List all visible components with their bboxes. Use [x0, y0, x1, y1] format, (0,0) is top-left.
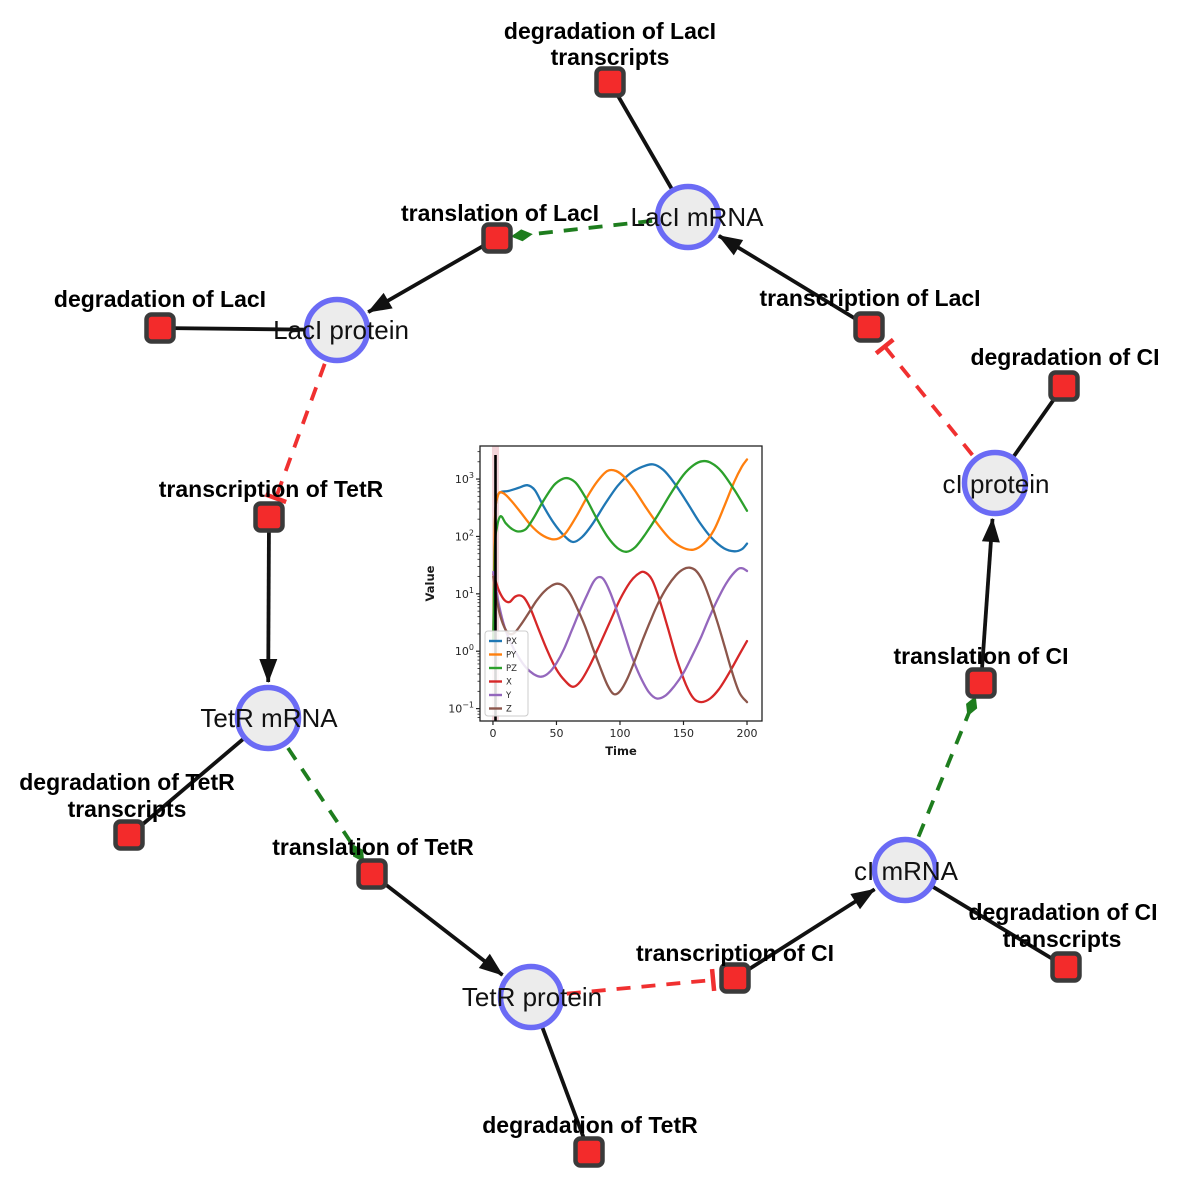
chart-series-PZ: [492, 459, 749, 643]
reaction-node-layer: [113, 66, 1082, 1168]
edge-translation-ci-to-ci-protein: [979, 517, 1000, 684]
chart-series-X: [492, 570, 749, 704]
species-label-tetr-mrna: TetR mRNA: [200, 703, 338, 733]
reaction-label-transcription-of-ci: transcription of CI: [636, 940, 834, 966]
species-node-layer: [234, 183, 1029, 1031]
edge-transcription-lacl-to-lacl-mrna: [717, 234, 870, 329]
chart-y-tick-label: 102: [455, 528, 474, 543]
reaction-label-degradation-of-tetr-transcripts-2: transcripts: [68, 796, 187, 822]
reaction-node-translation-of-lacl: [481, 222, 513, 254]
chart-ylabel: Value: [423, 565, 437, 601]
species-node-lacl-protein: [303, 296, 371, 364]
chart-x-tick-label: 150: [673, 727, 694, 740]
reaction-node-degradation-of-tetr-transcripts: [113, 819, 145, 851]
reaction-label-translation-of-lacl: translation of LacI: [401, 200, 599, 226]
reaction-label-translation-of-ci: translation of CI: [893, 643, 1068, 669]
species-label-ci-mrna: cI mRNA: [854, 856, 959, 886]
reaction-node-degradation-of-tetr: [573, 1136, 605, 1168]
reaction-node-transcription-of-tetr: [253, 501, 285, 533]
chart-legend-label-Z: Z: [506, 705, 512, 715]
chart-x-tick-label: 50: [549, 727, 563, 740]
chart-series-Z: [492, 566, 749, 704]
reaction-label-translation-of-tetr: translation of TetR: [272, 834, 474, 860]
reaction-node-degradation-of-lacl-transcripts: [594, 66, 626, 98]
edge-transcription-tetr-to-tetr-mrna: [259, 516, 278, 683]
edge-translation-lacl-to-lacl-protein: [367, 236, 498, 314]
species-node-ci-protein: [961, 449, 1029, 517]
reaction-node-transcription-of-ci: [719, 962, 751, 994]
label-layer: LacI mRNA LacI protein TetR mRNA TetR pr…: [19, 18, 1159, 1138]
edge-transcription-ci-to-ci-mrna: [733, 887, 876, 980]
reaction-label-degradation-of-ci-transcripts-1: degradation of CI: [968, 899, 1157, 925]
species-node-tetr-mrna: [234, 684, 302, 752]
edge-translation-tetr-to-tetr-protein: [370, 872, 504, 977]
reaction-node-translation-of-ci: [965, 667, 997, 699]
reaction-node-transcription-of-lacl: [853, 311, 885, 343]
reaction-label-degradation-of-lacl: degradation of LacI: [54, 286, 266, 312]
chart-legend-label-PY: PY: [506, 651, 517, 661]
chart-series-PY: [492, 458, 749, 643]
edge-ci-protein-inhibits-lacl-transcription: [874, 337, 974, 457]
reaction-label-degradation-of-lacl-transcripts-2: transcripts: [551, 44, 670, 70]
chart-legend-label-PZ: PZ: [506, 664, 517, 674]
reaction-node-degradation-of-ci: [1048, 370, 1080, 402]
inset-timecourse-chart: 0 50 100 150 200 10−1 100 101 102 103 Time Value PX P…: [418, 432, 780, 783]
chart-figure-background: [418, 432, 780, 783]
reaction-label-transcription-of-tetr: transcription of TetR: [159, 476, 384, 502]
reaction-label-degradation-of-ci: degradation of CI: [970, 344, 1159, 370]
chart-y-tick-label: 101: [455, 586, 474, 601]
chart-legend-label-X: X: [506, 678, 512, 688]
reaction-label-transcription-of-lacl: transcription of LacI: [759, 285, 980, 311]
reaction-node-degradation-of-lacl: [144, 312, 176, 344]
species-label-lacl-mrna: LacI mRNA: [631, 202, 765, 232]
chart-y-tick-label: 103: [455, 471, 474, 486]
reaction-label-degradation-of-tetr: degradation of TetR: [482, 1112, 698, 1138]
chart-y-tick-label: 100: [455, 643, 474, 658]
species-node-tetr-protein: [497, 963, 565, 1031]
chart-y-tick-label: 10−1: [448, 701, 474, 716]
chart-frame: [479, 445, 763, 722]
chart-x-tick-label: 100: [609, 727, 630, 740]
species-label-lacl-protein: LacI protein: [273, 315, 409, 345]
species-label-ci-protein: cI protein: [943, 469, 1050, 499]
reaction-node-translation-of-tetr: [356, 858, 388, 890]
chart-legend-label-PX: PX: [506, 637, 517, 647]
reaction-label-degradation-of-tetr-transcripts-1: degradation of TetR: [19, 769, 235, 795]
chart-xlabel: Time: [605, 744, 637, 758]
species-node-ci-mrna: [871, 836, 939, 904]
species-label-tetr-protein: TetR protein: [462, 982, 602, 1012]
reaction-label-degradation-of-lacl-transcripts-1: degradation of LacI: [504, 18, 716, 44]
edge-ci-mrna-catalyzes-translation: [916, 695, 978, 838]
species-node-lacl-mrna: [654, 183, 722, 251]
reaction-label-degradation-of-ci-transcripts-2: transcripts: [1003, 926, 1122, 952]
chart-x-tick-label: 200: [737, 727, 758, 740]
chart-x-tick-label: 0: [489, 727, 496, 740]
reaction-node-degradation-of-ci-transcripts: [1050, 951, 1082, 983]
chart-legend-label-Y: Y: [505, 691, 512, 701]
edge-tetr-mrna-catalyzes-translation: [286, 746, 365, 863]
